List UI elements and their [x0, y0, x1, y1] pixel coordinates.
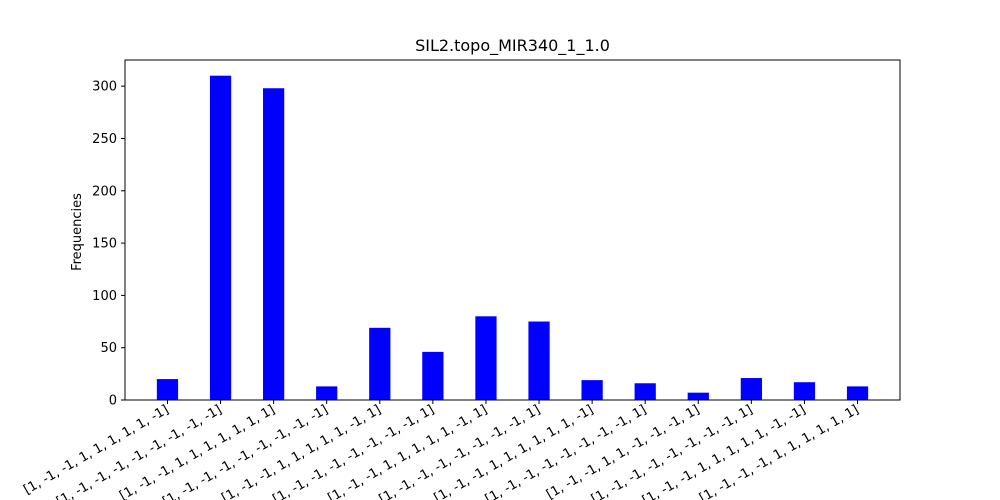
- bar-0: [156, 379, 179, 400]
- bar-3: [316, 386, 338, 400]
- bars-group: [156, 75, 869, 400]
- y-tick-label: 100: [92, 289, 117, 304]
- bar-12: [793, 382, 816, 400]
- bar-1: [209, 75, 232, 400]
- y-axis-label: Frequencies: [70, 193, 85, 271]
- plot-frame: [124, 59, 901, 401]
- bar-2: [263, 88, 285, 400]
- bar-9: [634, 383, 656, 400]
- bar-7: [528, 321, 550, 400]
- bar-4: [369, 327, 391, 400]
- y-tick-label: 50: [100, 341, 117, 356]
- chart-title: SIL2.topo_MIR340_1_1.0: [415, 36, 610, 56]
- bar-6: [475, 316, 497, 400]
- y-tick-label: 300: [92, 80, 117, 95]
- bar-13: [846, 386, 869, 400]
- bar-5: [422, 351, 444, 400]
- x-axis: [1, -1, -1, 1, 1, 1, 1, 1, -1][1, -1, -1…: [21, 400, 862, 500]
- bar-10: [687, 392, 709, 400]
- y-tick-label: 250: [92, 132, 117, 147]
- y-tick-label: 0: [109, 394, 117, 409]
- y-axis: 0 50 100 150 200 250 300: [92, 80, 125, 409]
- bar-11: [740, 378, 762, 400]
- y-tick-label: 150: [92, 237, 117, 252]
- bar-8: [581, 380, 603, 400]
- y-tick-label: 200: [92, 184, 117, 199]
